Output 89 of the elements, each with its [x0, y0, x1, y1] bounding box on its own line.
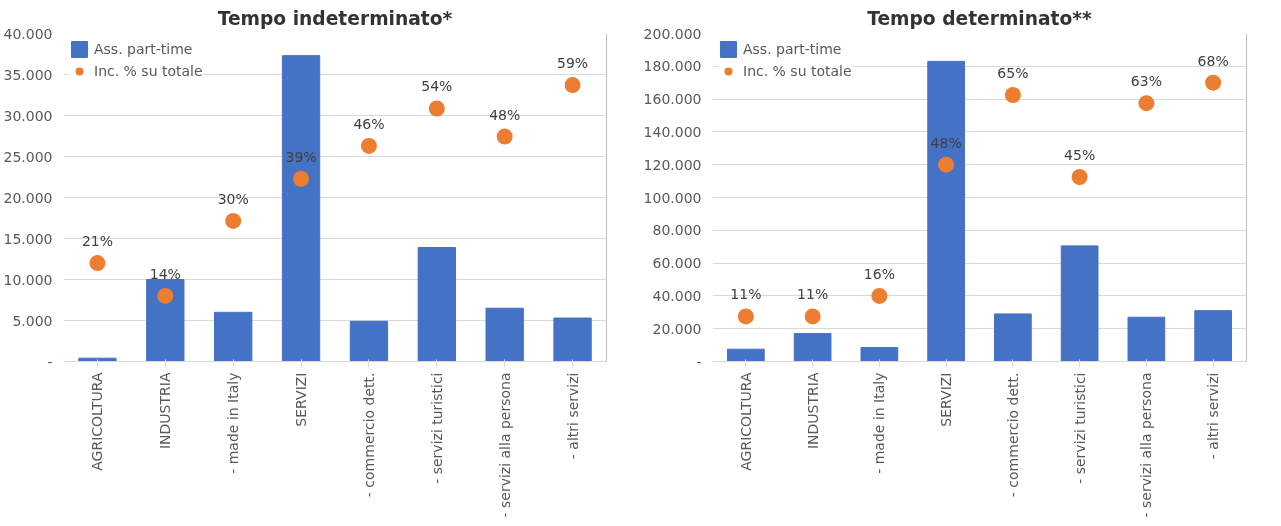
bar	[1194, 310, 1232, 362]
bar	[417, 247, 456, 362]
x-tick-label: - commercio dett.	[1004, 372, 1021, 498]
y-tick-label: 10.000	[3, 271, 53, 288]
data-label: 54%	[421, 78, 453, 95]
x-tick-label: INDUSTRIA	[804, 372, 821, 449]
data-label: 63%	[1130, 73, 1162, 90]
data-label: 39%	[285, 148, 317, 165]
x-tick-label: - commercio dett.	[360, 372, 377, 498]
data-label: 68%	[1197, 52, 1229, 69]
data-label: 11%	[797, 286, 829, 303]
point	[89, 255, 106, 272]
point	[225, 212, 242, 229]
y-tick-label: 20.000	[3, 189, 53, 206]
bar	[349, 320, 389, 362]
point	[1004, 87, 1021, 103]
bar	[860, 347, 899, 362]
bar	[1127, 316, 1166, 362]
legend-label: Inc. % su totale	[94, 63, 203, 79]
y-tick-label: 25.000	[3, 148, 53, 165]
data-label: 11%	[730, 286, 762, 303]
data-label: 21%	[81, 233, 113, 250]
bar	[727, 348, 765, 362]
y-tick-label: 35.000	[3, 66, 53, 83]
point	[360, 137, 377, 154]
bar	[146, 279, 185, 362]
data-label: 14%	[149, 265, 181, 282]
y-tick-label: 180.000	[643, 58, 702, 75]
x-tick-label: SERVIZI	[293, 372, 310, 427]
data-label: 30%	[217, 190, 249, 207]
point	[496, 128, 513, 145]
y-tick-label: 20.000	[652, 320, 702, 337]
x-tick-label: - altri servizi	[1205, 372, 1222, 460]
x-tick-label: - servizi alla persona	[496, 372, 513, 518]
point	[564, 77, 581, 94]
y-tick-label: -	[696, 353, 702, 370]
point	[428, 100, 445, 117]
x-tick-label: SERVIZI	[938, 372, 955, 427]
point	[1138, 95, 1155, 112]
y-tick-label: 60.000	[652, 255, 702, 272]
bar	[553, 317, 592, 362]
chart-title: Tempo indeterminato*	[217, 7, 453, 29]
bar	[1060, 245, 1099, 362]
data-label: 45%	[1064, 147, 1096, 163]
data-label: 65%	[997, 65, 1029, 81]
data-label: 48%	[930, 134, 962, 151]
point	[737, 308, 754, 325]
data-label: 59%	[557, 55, 589, 72]
x-tick-label: - made in Italy	[871, 372, 888, 474]
point	[1205, 74, 1222, 91]
y-tick-label: 100.000	[643, 189, 702, 206]
point	[804, 308, 821, 325]
x-tick-label: - made in Italy	[225, 372, 242, 474]
x-tick-label: INDUSTRIA	[157, 372, 174, 449]
data-label: 16%	[863, 265, 895, 282]
y-tick-label: 200.000	[643, 25, 702, 42]
y-tick-label: 15.000	[3, 230, 53, 247]
legend-label: Ass. part-time	[94, 41, 193, 57]
y-tick-label: 5.000	[12, 312, 53, 329]
y-tick-label: 30.000	[3, 107, 53, 124]
legend-label: Ass. part-time	[743, 41, 842, 57]
y-tick-label: 40.000	[3, 25, 53, 42]
point	[293, 170, 310, 187]
data-label: 48%	[489, 106, 521, 123]
x-tick-label: - servizi alla persona	[1138, 372, 1155, 518]
y-tick-label: 40.000	[652, 287, 702, 304]
point	[871, 287, 888, 304]
y-tick-label: -	[47, 353, 53, 370]
y-tick-label: 140.000	[643, 123, 702, 140]
y-tick-label: 120.000	[643, 156, 702, 173]
x-tick-label: AGRICOLTURA	[737, 372, 754, 471]
y-tick-label: 80.000	[652, 222, 702, 239]
point	[1071, 169, 1088, 185]
y-tick-label: 160.000	[643, 91, 702, 108]
bar	[214, 311, 253, 362]
bar	[994, 313, 1032, 362]
bar	[281, 55, 321, 362]
bar	[485, 307, 524, 362]
chart-title: Tempo determinato**	[867, 7, 1093, 29]
point	[157, 287, 174, 304]
bar	[927, 60, 965, 362]
bar	[793, 333, 832, 362]
point	[938, 156, 955, 173]
data-label: 46%	[353, 115, 385, 132]
x-tick-label: - servizi turistici	[428, 372, 445, 484]
legend-label: Inc. % su totale	[743, 63, 852, 79]
x-tick-label: AGRICOLTURA	[89, 372, 106, 471]
x-tick-label: - altri servizi	[564, 372, 581, 460]
x-tick-label: - servizi turistici	[1071, 372, 1088, 484]
